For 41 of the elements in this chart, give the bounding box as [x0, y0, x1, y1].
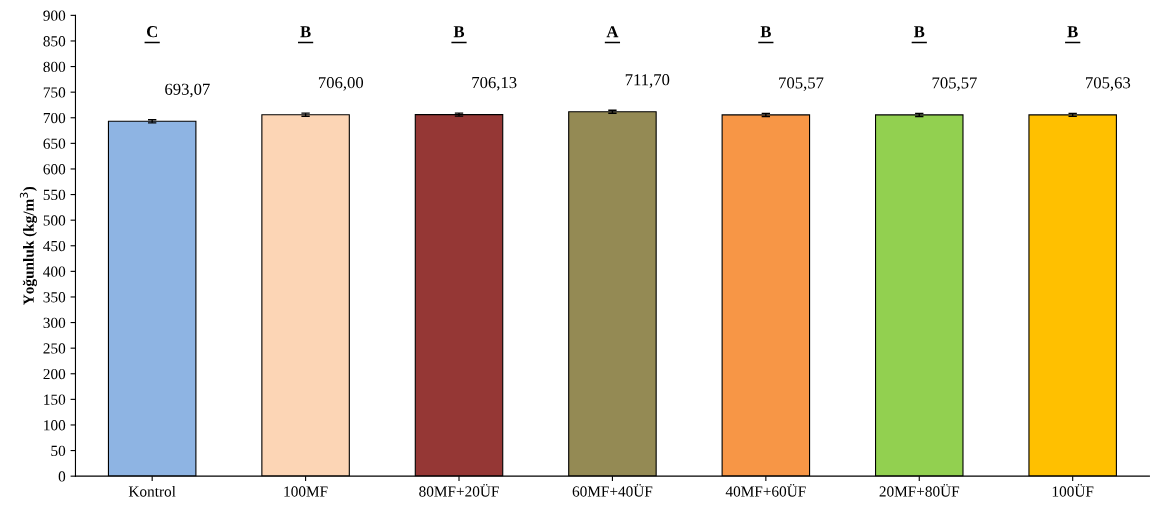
x-tick-label: 20MF+80ÜF [879, 484, 960, 497]
y-tick-label: 850 [43, 36, 66, 47]
annotation: A [606, 26, 619, 38]
y-tick-label: 50 [51, 445, 66, 457]
x-tick-label: Kontrol [128, 485, 176, 497]
y-tick-label: 0 [58, 471, 66, 482]
annotation: B [760, 26, 771, 38]
y-tick-label: 150 [44, 394, 66, 405]
annotation: B [1067, 26, 1078, 38]
y-tick-label: 600 [43, 164, 66, 175]
data-label: 711,70 [625, 74, 670, 88]
y-tick-label: 250 [43, 343, 66, 354]
data-label: 705,57 [779, 77, 824, 91]
y-tick-label: 350 [43, 292, 66, 303]
y-tick-label: 300 [43, 317, 66, 329]
annotation: B [453, 26, 465, 38]
data-label: 706,00 [318, 77, 364, 91]
y-tick-label: 700 [43, 112, 66, 124]
annotation: B [300, 26, 311, 38]
y-tick-label: 650 [43, 138, 66, 149]
data-label: 693,07 [165, 83, 210, 98]
y-tick-label: 100 [44, 420, 66, 431]
data-label: 706,13 [472, 76, 517, 91]
x-tick-label: 100MF [284, 486, 328, 497]
x-tick-label: 60MF+40ÜF [572, 484, 653, 497]
data-label: 705,57 [932, 77, 977, 91]
y-tick-label: 500 [43, 215, 66, 226]
y-tick-label: 750 [43, 87, 66, 98]
y-axis-title: Yoğunluk (kg/m$^{3}$) [19, 186, 38, 305]
x-tick-label: 80MF+20ÜF [419, 484, 499, 497]
x-tick-label: 40MF+60ÜF [725, 484, 806, 497]
y-tick-label: 400 [43, 266, 66, 277]
data-label: 705,63 [1086, 77, 1131, 91]
annotation: B [913, 26, 925, 38]
annotation: C [146, 26, 157, 38]
y-tick-label: 550 [43, 189, 66, 201]
y-tick-label: 450 [43, 240, 66, 252]
y-tick-label: 800 [43, 61, 66, 73]
x-tick-label: 100ÜF [1052, 484, 1094, 497]
y-tick-label: 900 [43, 10, 66, 21]
y-tick-label: 200 [43, 368, 66, 380]
